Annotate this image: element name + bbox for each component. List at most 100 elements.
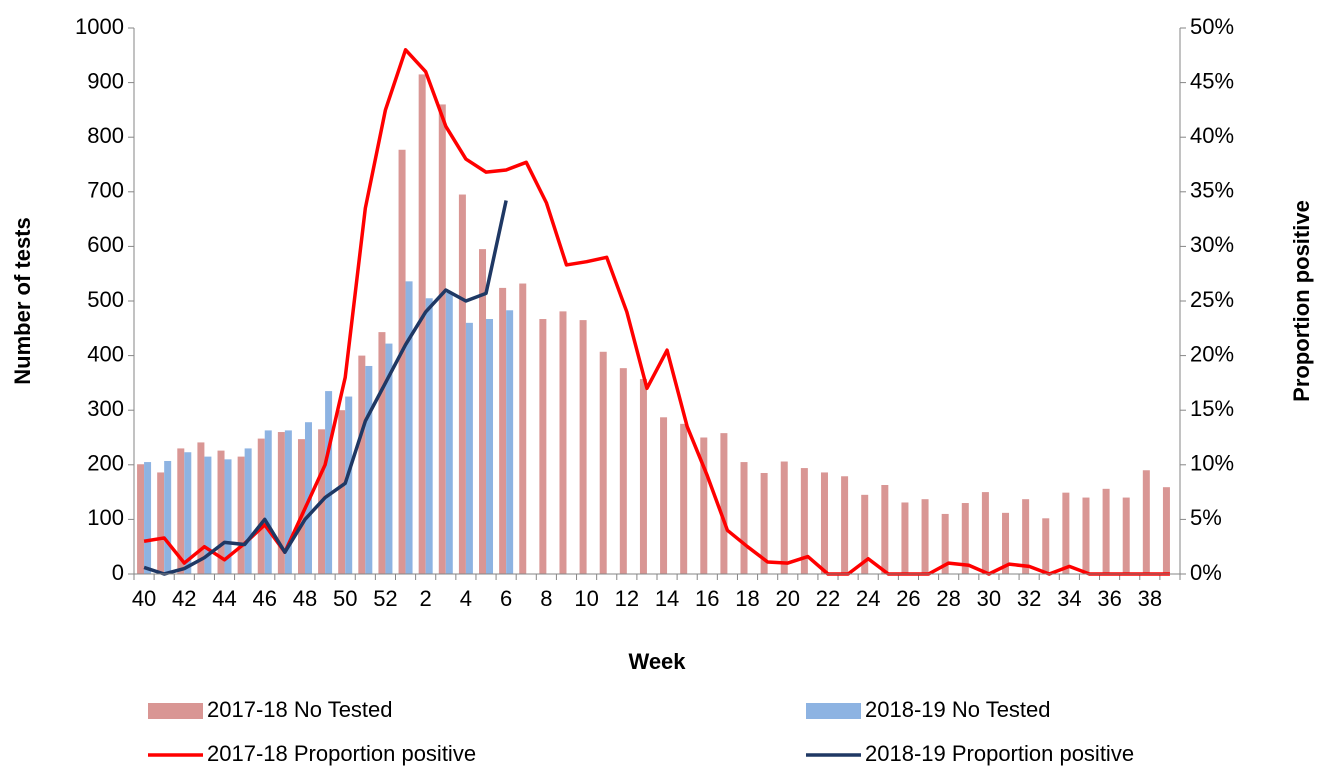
bar [325,391,333,574]
y-tick-label: 700 [87,178,124,203]
bar [177,448,185,574]
x-tick-label: 48 [293,586,317,611]
y2-tick-label: 25% [1190,287,1234,312]
y-tick-label: 1000 [75,14,124,39]
y2-tick-label: 20% [1190,341,1234,366]
bar [1142,470,1150,574]
bar [486,319,494,574]
bar [780,461,788,574]
bar [144,462,152,574]
bar [425,298,433,574]
y-tick-label: 900 [87,68,124,93]
x-tick-label: 30 [977,586,1001,611]
x-tick-label: 52 [373,586,397,611]
y2-tick-label: 10% [1190,451,1234,476]
bar [224,459,232,574]
y2-tick-label: 5% [1190,505,1222,530]
bar [277,432,285,574]
y-tick-label: 0 [112,560,124,585]
x-tick-label: 42 [172,586,196,611]
bar [1062,492,1070,574]
bar [740,462,748,574]
bar [700,437,708,574]
bar [345,396,353,574]
bar [1002,512,1010,574]
bar [1082,497,1090,574]
bar [338,410,346,574]
line [143,200,508,576]
bar [1122,497,1130,574]
x-tick-label: 22 [816,586,840,611]
bar [297,439,305,574]
bar [465,322,473,574]
bar [1022,499,1030,574]
bar [418,74,426,574]
bar [378,332,386,574]
bar [881,485,889,574]
bar [197,442,205,574]
bar [284,430,292,574]
bar [680,423,688,574]
bar [184,452,192,574]
legend-label: 2017-18 Proportion positive [207,741,476,766]
y-tick-label: 600 [87,232,124,257]
x-tick-label: 12 [615,586,639,611]
y2-tick-label: 40% [1190,123,1234,148]
legend-swatch [806,703,861,719]
y2-tick-label: 50% [1190,14,1234,39]
bar [1162,487,1170,574]
x-tick-label: 46 [253,586,277,611]
y-tick-label: 800 [87,123,124,148]
x-tick-label: 40 [132,586,156,611]
x-tick-label: 16 [695,586,719,611]
x-tick-label: 6 [500,586,512,611]
bar [217,450,225,574]
bar [539,319,547,574]
bar [961,503,969,574]
x-tick-label: 2 [420,586,432,611]
x-tick-label: 4 [460,586,472,611]
y2-tick-label: 30% [1190,232,1234,257]
y2-tick-label: 0% [1190,560,1222,585]
x-tick-label: 34 [1057,586,1081,611]
y2-tick-label: 35% [1190,178,1234,203]
legend-label: 2017-18 No Tested [207,697,393,722]
legend-swatch [148,703,203,719]
bar [257,438,265,574]
bar [445,292,453,574]
x-tick-label: 8 [540,586,552,611]
bar [405,281,413,574]
bar [921,499,929,574]
bar [559,311,567,574]
y-axis-title: Number of tests [10,217,35,384]
line [143,48,1170,576]
bar [264,430,272,574]
bar [901,502,909,574]
bar [237,456,245,574]
bar [941,513,949,574]
bar [1102,488,1110,574]
y-tick-label: 400 [87,341,124,366]
bar [660,417,668,574]
bar [619,368,627,574]
bar [499,287,507,574]
bar [861,494,869,574]
bar [800,468,808,574]
bar [157,472,165,574]
bar [244,448,252,574]
bar [204,456,212,574]
y-tick-label: 200 [87,451,124,476]
bar [458,194,466,574]
bar [365,365,373,574]
x-tick-label: 28 [936,586,960,611]
bar [137,464,145,574]
y2-tick-label: 45% [1190,68,1234,93]
bar [506,310,514,574]
y-tick-label: 300 [87,396,124,421]
bar [519,283,527,574]
y-tick-label: 500 [87,287,124,312]
x-tick-label: 32 [1017,586,1041,611]
bar [385,343,393,574]
bar [639,379,647,574]
